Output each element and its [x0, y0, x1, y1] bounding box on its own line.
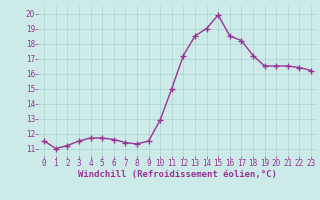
X-axis label: Windchill (Refroidissement éolien,°C): Windchill (Refroidissement éolien,°C) — [78, 170, 277, 179]
